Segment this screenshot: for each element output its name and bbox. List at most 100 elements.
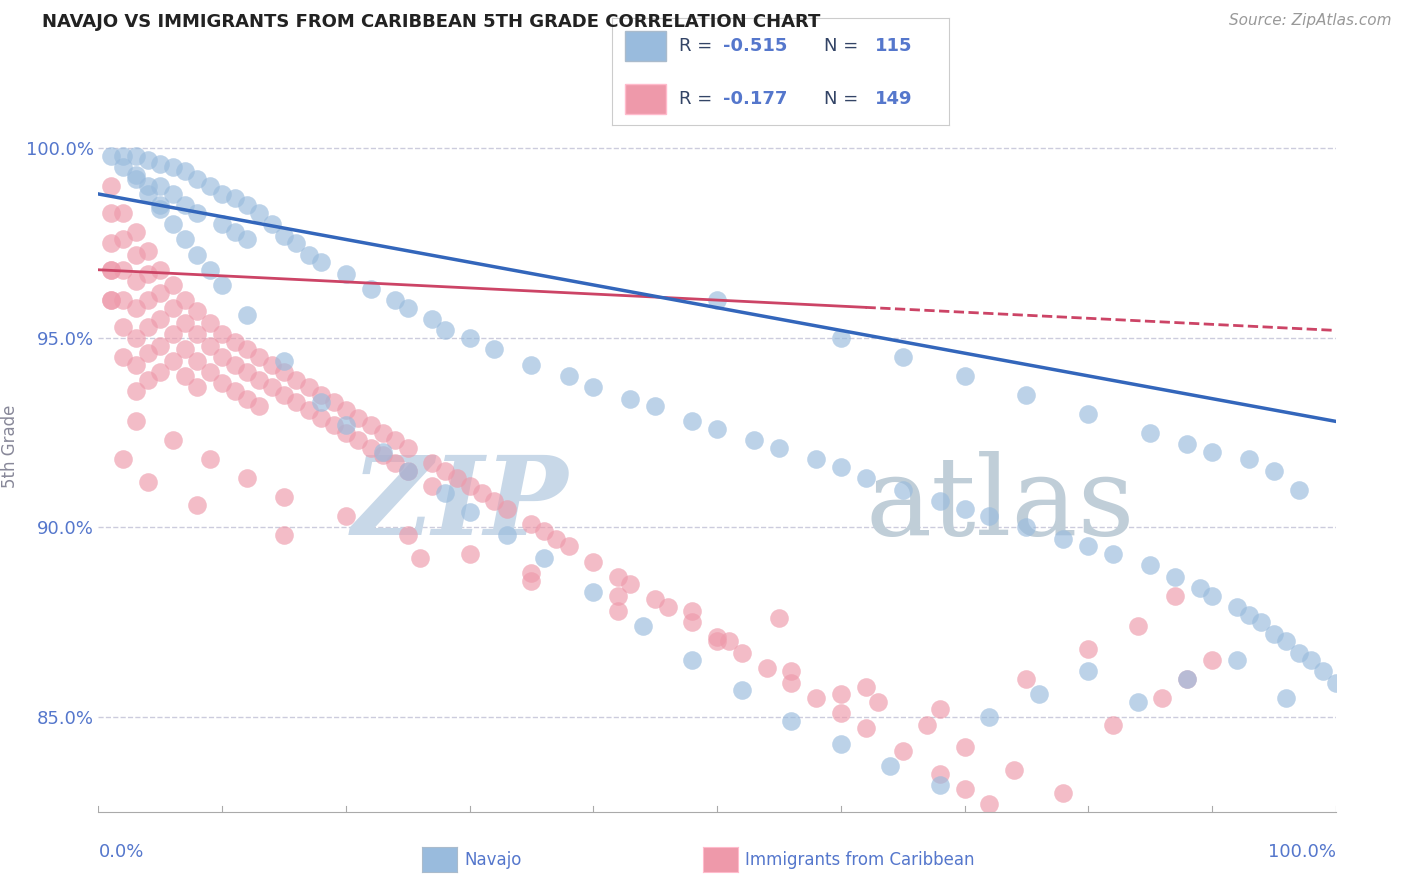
Point: [384, 293, 406, 307]
Point: [124, 414, 146, 428]
Point: [309, 410, 332, 425]
Point: [309, 255, 332, 269]
FancyBboxPatch shape: [626, 84, 665, 114]
Point: [446, 471, 468, 485]
Point: [124, 301, 146, 315]
Point: [360, 418, 382, 433]
Point: [681, 653, 703, 667]
Point: [830, 706, 852, 721]
Point: [124, 171, 146, 186]
Point: [422, 479, 444, 493]
Point: [1324, 676, 1347, 690]
Point: [174, 368, 197, 383]
Point: [484, 343, 506, 357]
Point: [236, 232, 259, 246]
Point: [396, 464, 419, 478]
Point: [198, 316, 221, 330]
Point: [1275, 634, 1298, 648]
Point: [755, 661, 778, 675]
Point: [1015, 672, 1038, 686]
Point: [557, 368, 579, 383]
Point: [224, 358, 246, 372]
Point: [855, 680, 877, 694]
Point: [273, 353, 295, 368]
Point: [1263, 626, 1285, 640]
Point: [706, 293, 728, 307]
Point: [211, 327, 233, 342]
Point: [224, 334, 246, 349]
Point: [396, 528, 419, 542]
Point: [236, 198, 259, 212]
Point: [273, 228, 295, 243]
Point: [236, 471, 259, 485]
Point: [458, 505, 481, 519]
Point: [928, 778, 950, 792]
Text: 115: 115: [875, 37, 912, 54]
Text: Navajo: Navajo: [464, 851, 522, 869]
Point: [780, 665, 803, 679]
Point: [224, 225, 246, 239]
Point: [471, 486, 494, 500]
Point: [520, 574, 543, 588]
Point: [718, 634, 741, 648]
Point: [433, 464, 456, 478]
Point: [979, 797, 1001, 812]
Point: [149, 202, 172, 216]
Point: [546, 532, 568, 546]
Point: [533, 550, 555, 565]
Point: [533, 524, 555, 539]
Point: [347, 410, 370, 425]
Point: [891, 483, 914, 497]
Point: [557, 540, 579, 554]
Point: [112, 149, 135, 163]
Point: [1226, 653, 1249, 667]
Point: [124, 149, 146, 163]
Point: [1126, 619, 1149, 633]
Point: [644, 399, 666, 413]
Text: R =: R =: [679, 37, 718, 54]
Point: [124, 384, 146, 398]
Point: [186, 206, 208, 220]
Point: [953, 368, 976, 383]
Point: [422, 456, 444, 470]
Point: [1102, 547, 1125, 561]
Point: [174, 293, 197, 307]
Point: [1126, 695, 1149, 709]
Point: [136, 475, 159, 489]
Point: [953, 501, 976, 516]
Point: [335, 403, 357, 417]
Point: [1288, 483, 1310, 497]
Point: [112, 262, 135, 277]
Point: [162, 186, 184, 201]
Point: [112, 206, 135, 220]
Point: [780, 714, 803, 728]
Point: [830, 331, 852, 345]
Point: [619, 392, 641, 406]
Point: [360, 441, 382, 455]
Point: [631, 619, 654, 633]
Point: [1052, 532, 1074, 546]
Point: [236, 343, 259, 357]
Point: [198, 179, 221, 194]
Point: [224, 191, 246, 205]
Point: [458, 479, 481, 493]
Point: [1139, 425, 1161, 440]
Point: [198, 262, 221, 277]
Text: NAVAJO VS IMMIGRANTS FROM CARIBBEAN 5TH GRADE CORRELATION CHART: NAVAJO VS IMMIGRANTS FROM CARIBBEAN 5TH …: [42, 13, 821, 31]
Point: [285, 395, 308, 409]
Point: [371, 444, 394, 458]
Point: [273, 365, 295, 379]
Point: [384, 434, 406, 448]
Point: [273, 490, 295, 504]
Point: [979, 710, 1001, 724]
Point: [830, 687, 852, 701]
Point: [211, 350, 233, 364]
Point: [495, 528, 517, 542]
Point: [768, 441, 790, 455]
Point: [706, 631, 728, 645]
Point: [309, 388, 332, 402]
Point: [100, 262, 122, 277]
Point: [124, 168, 146, 182]
Point: [186, 247, 208, 261]
Point: [100, 262, 122, 277]
